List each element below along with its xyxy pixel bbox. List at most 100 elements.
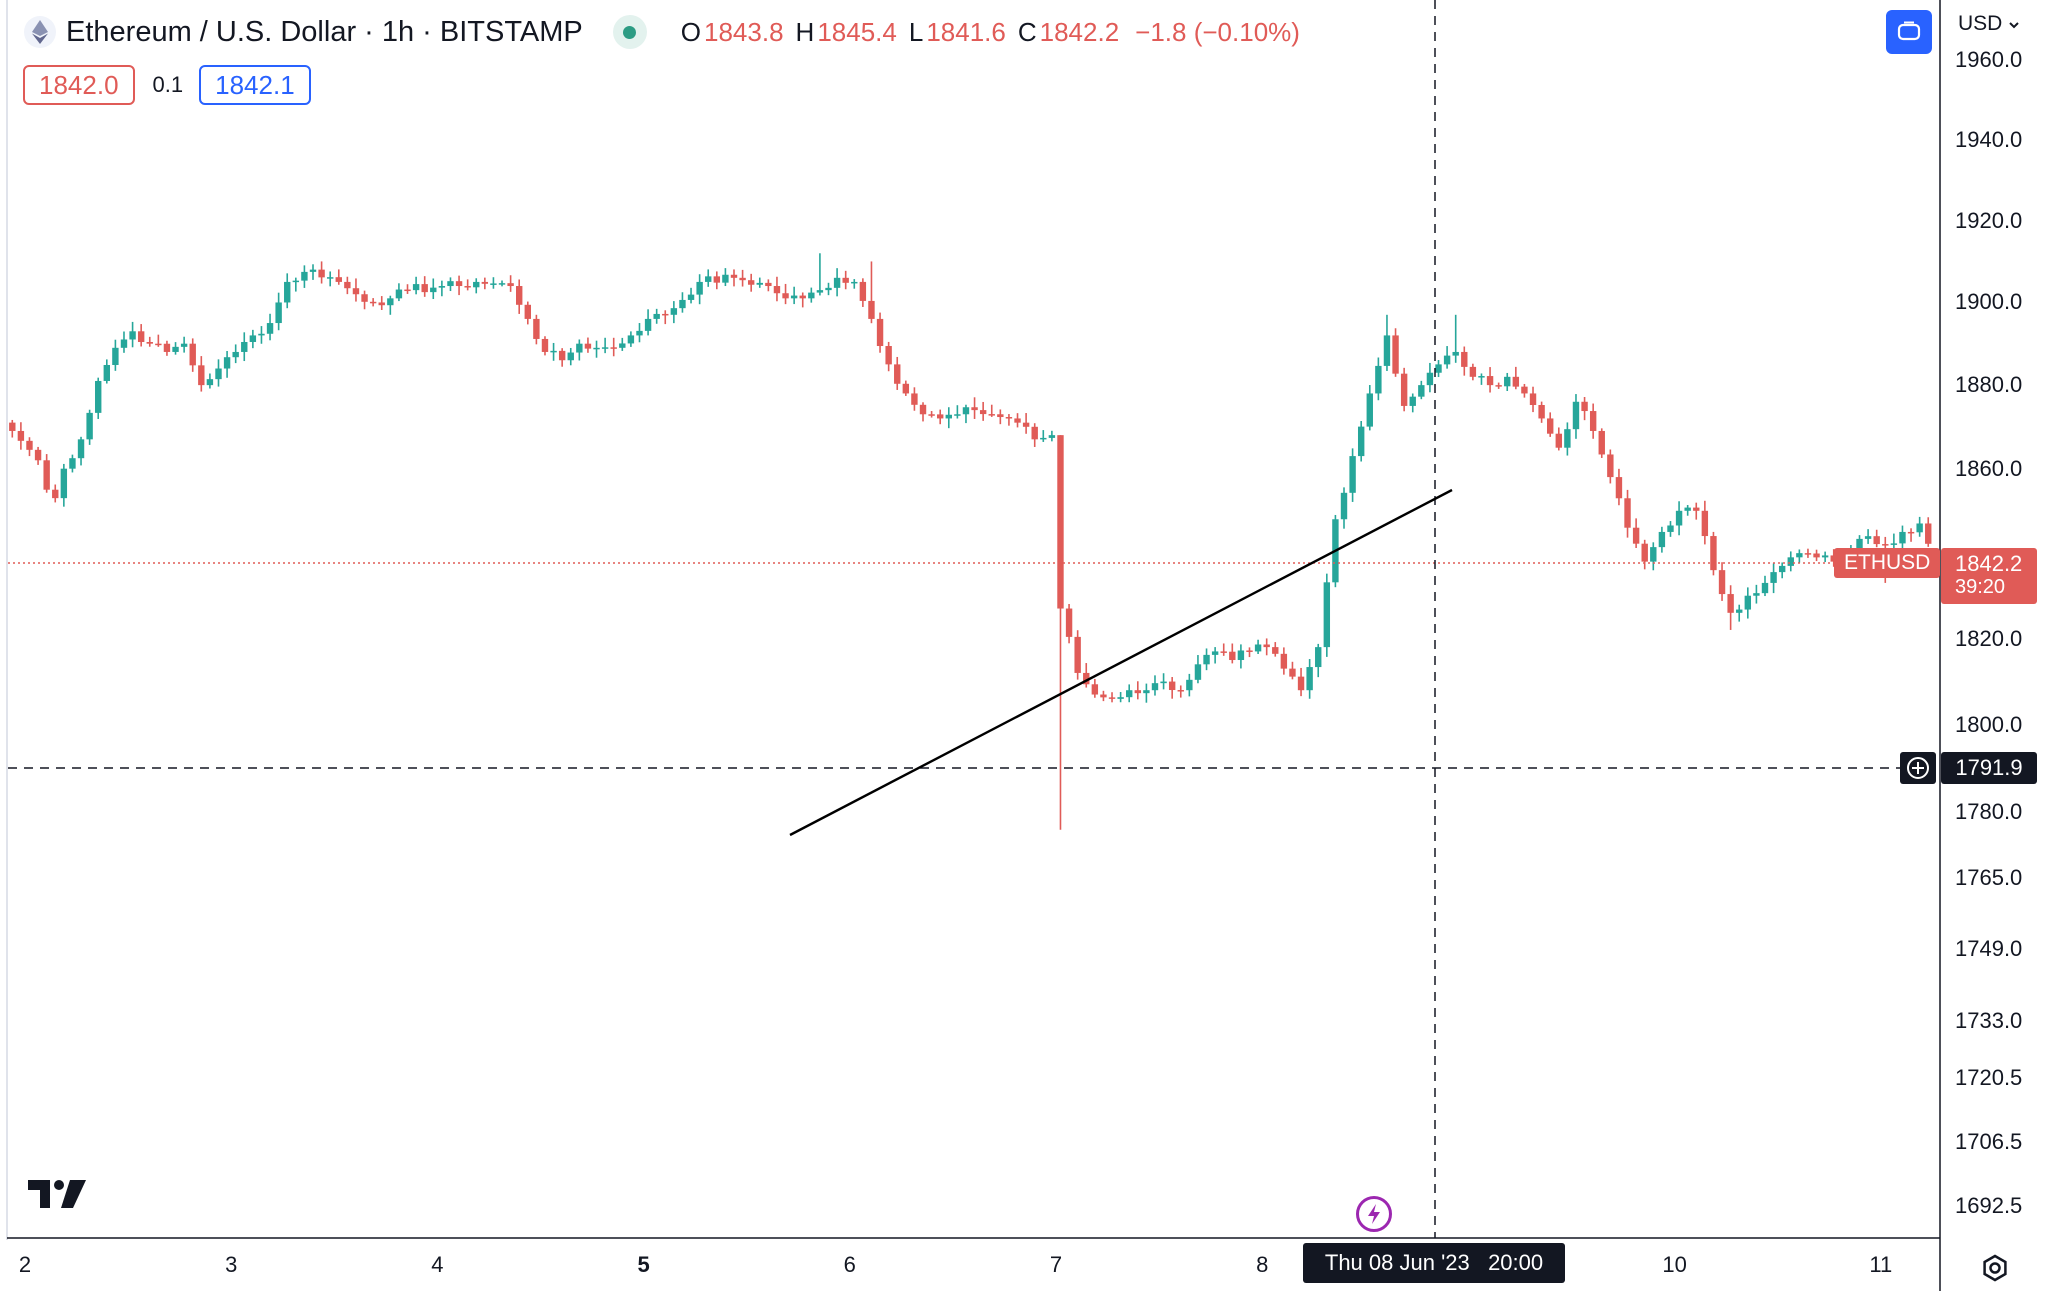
candle (490, 277, 497, 289)
candle (524, 301, 531, 325)
candle-body (1925, 523, 1932, 544)
candle-body (266, 323, 274, 334)
candle (1340, 487, 1348, 529)
candle-body (1890, 543, 1898, 545)
candle-body (1143, 690, 1150, 694)
candle-body (1014, 418, 1021, 423)
candle-body (1297, 676, 1305, 691)
candle (189, 338, 196, 372)
candle-body (653, 313, 660, 319)
candle (541, 336, 549, 356)
candle (1237, 644, 1245, 669)
candle (1761, 575, 1769, 597)
candle (1907, 528, 1915, 542)
candle-body (627, 335, 635, 344)
candle-body (412, 284, 420, 291)
candle (1684, 505, 1691, 516)
candle-body (498, 283, 506, 285)
candle-body (1864, 536, 1872, 539)
candle (404, 284, 411, 294)
candle-body (730, 274, 738, 278)
candle-body (1778, 565, 1786, 573)
currency-selector[interactable]: USD (1958, 12, 2020, 36)
buy-button[interactable]: 1842.1 (199, 65, 311, 105)
candle-body (593, 347, 600, 350)
candle-body (301, 271, 308, 281)
market-status-dot[interactable] (612, 15, 647, 49)
candle (1100, 690, 1107, 702)
candle-body (1572, 401, 1580, 430)
high-value: 1845.4 (817, 16, 897, 47)
trendline-drawing[interactable] (789, 488, 1453, 837)
candle (1160, 673, 1167, 690)
candle-body (1564, 429, 1571, 448)
candle (1126, 684, 1133, 703)
candle-body (1366, 393, 1373, 427)
candle (782, 283, 789, 305)
candle-body (284, 281, 291, 303)
candle-body (1246, 650, 1253, 652)
candle (1598, 428, 1605, 458)
candle (1486, 367, 1494, 393)
candle (851, 279, 858, 289)
candle (516, 279, 523, 314)
candle-body (395, 289, 403, 299)
candle (825, 282, 832, 296)
candle (326, 271, 334, 287)
candle-body (550, 350, 557, 353)
candle (43, 454, 50, 493)
candle-body (567, 352, 574, 361)
candle (447, 277, 454, 292)
candle-body (421, 284, 428, 293)
candle (576, 339, 583, 361)
candle (1667, 521, 1674, 537)
candle (258, 326, 265, 344)
sell-button[interactable]: 1842.0 (23, 65, 135, 105)
candle (1220, 643, 1227, 656)
candle (1254, 639, 1262, 654)
candle-body (1220, 651, 1227, 653)
candle-body (773, 286, 781, 294)
candle-body (1383, 335, 1391, 366)
candle (60, 463, 68, 507)
candle (387, 295, 394, 315)
candle-body (979, 410, 987, 415)
change-value: −1.8 (−0.10%) (1135, 16, 1300, 47)
candle (790, 286, 798, 305)
candle (1065, 603, 1073, 644)
settings-icon[interactable] (1980, 1253, 2010, 1283)
candle-body (601, 347, 609, 349)
candle (911, 387, 918, 411)
candle-body (1280, 653, 1288, 669)
candle-body (1495, 385, 1502, 387)
candle-body (1770, 572, 1777, 583)
candle (215, 359, 222, 387)
tradingview-logo[interactable] (28, 1180, 90, 1210)
candle-body (1426, 372, 1434, 386)
candle-body (533, 318, 540, 339)
candle-body (95, 380, 102, 413)
candle (1555, 427, 1562, 451)
candle-body (198, 365, 205, 386)
candle-body (1916, 523, 1923, 533)
add-alert-button[interactable] (1900, 752, 1936, 784)
fullscreen-button[interactable] (1886, 10, 1932, 54)
candle-body (1529, 393, 1537, 406)
candle-body (430, 287, 437, 293)
candle (352, 278, 360, 302)
candle (1168, 677, 1176, 699)
candle (1804, 548, 1812, 558)
candle-body (1701, 510, 1709, 537)
candle-body (790, 295, 798, 299)
bar-countdown: 39:20 (1955, 576, 2006, 598)
candle-body (490, 283, 497, 285)
symbol-title[interactable]: Ethereum / U.S. Dollar · 1h · BITSTAMP (66, 15, 583, 48)
candle-body (765, 282, 772, 287)
lightning-icon[interactable] (1356, 1196, 1392, 1232)
candle (378, 296, 385, 311)
candle (1040, 430, 1047, 442)
candle-body (816, 290, 824, 293)
candle (876, 312, 884, 353)
candle-body (859, 281, 867, 301)
